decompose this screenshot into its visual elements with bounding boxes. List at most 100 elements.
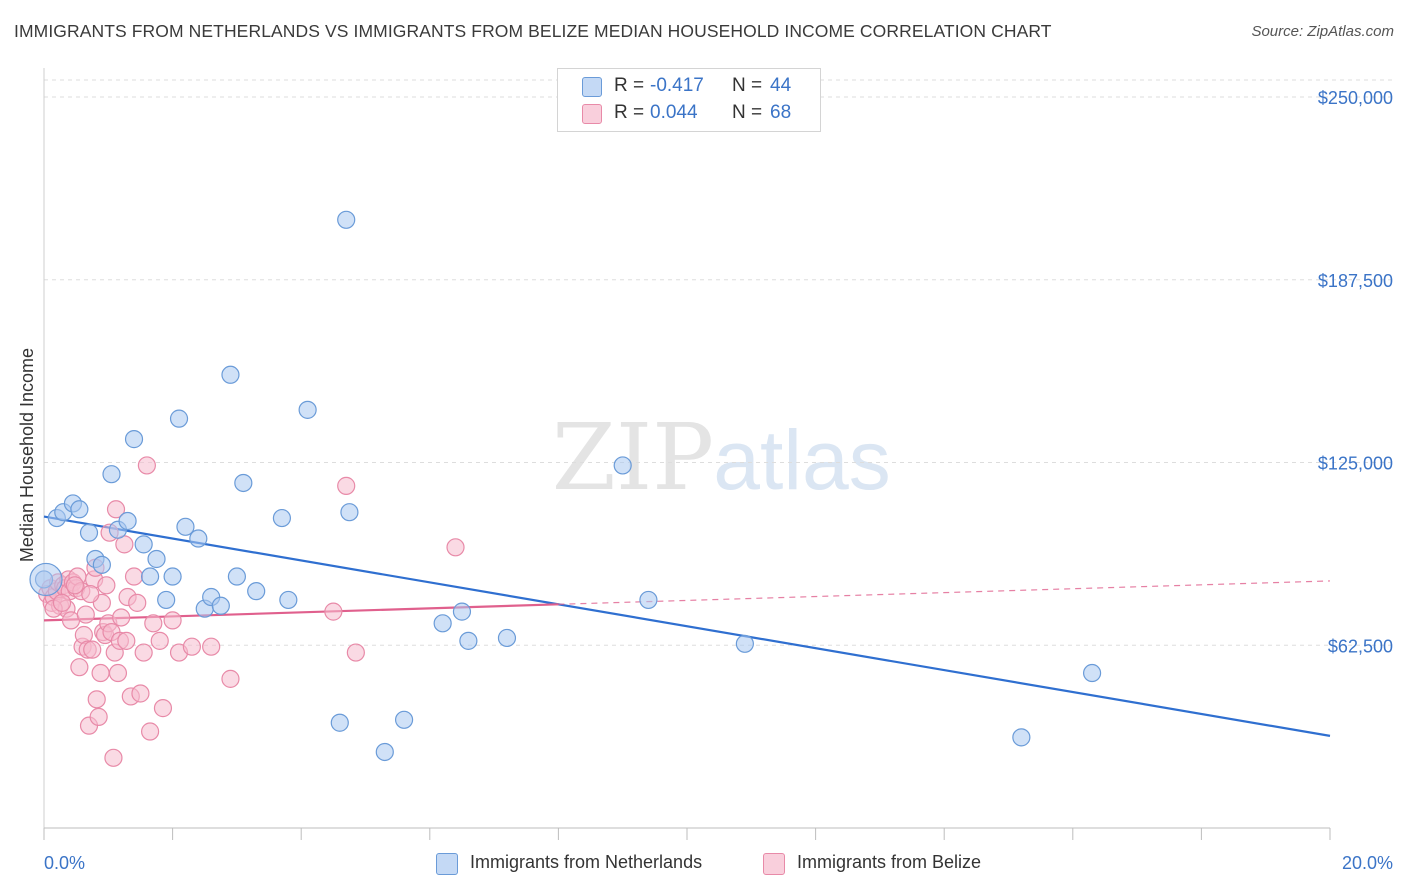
y-tick-label: $62,500	[1328, 636, 1393, 656]
x-tick-label-start: 0.0%	[44, 853, 85, 873]
netherlands-point	[189, 529, 208, 548]
netherlands-point	[147, 549, 166, 569]
belize-point	[202, 637, 221, 656]
watermark-zip: ZIP	[552, 404, 714, 511]
netherlands-point	[1012, 728, 1031, 747]
belize-point	[131, 684, 150, 703]
netherlands-point	[234, 473, 253, 493]
belize-point	[153, 699, 173, 718]
netherlands-point-large	[29, 562, 63, 597]
netherlands-point	[92, 555, 111, 574]
belize-point	[324, 602, 343, 621]
netherlands-point	[735, 634, 754, 653]
netherlands-point	[221, 365, 240, 384]
belize-point	[221, 669, 240, 688]
netherlands-legend-swatch	[436, 853, 458, 875]
belize-n-value: 68	[770, 102, 792, 123]
netherlands-point	[337, 210, 356, 229]
netherlands-point	[118, 511, 137, 531]
y-axis-title: Median Household Income	[17, 348, 37, 562]
belize-point	[163, 611, 182, 630]
netherlands-point	[639, 590, 658, 610]
belize-r-value: 0.044	[650, 102, 698, 123]
netherlands-point	[157, 590, 176, 610]
netherlands-n-value: 44	[770, 75, 792, 96]
netherlands-point	[433, 614, 452, 633]
correlation-legend: R = -0.417 N = 44 R = 0.044 N = 68	[557, 68, 821, 132]
n-label: N =	[732, 102, 763, 123]
y-tick-label: $187,500	[1318, 271, 1393, 291]
belize-point	[108, 663, 128, 683]
belize-point	[337, 476, 356, 495]
y-tick-label: $125,000	[1318, 454, 1393, 474]
belize-point	[52, 593, 72, 612]
netherlands-point	[279, 590, 298, 610]
netherlands-legend-label: Immigrants from Netherlands	[470, 852, 703, 872]
watermark-atlas: atlas	[713, 413, 890, 507]
belize-point	[104, 748, 123, 767]
belize-point	[124, 567, 144, 586]
belize-point	[446, 538, 465, 557]
r-label: R =	[614, 75, 645, 96]
belize-trend-line-dashed	[558, 580, 1331, 605]
netherlands-point	[330, 713, 349, 732]
netherlands-point	[340, 503, 359, 522]
netherlands-point	[613, 456, 632, 475]
axes	[43, 68, 1331, 840]
chart-title: IMMIGRANTS FROM NETHERLANDS VS IMMIGRANT…	[14, 21, 1052, 41]
netherlands-point	[459, 631, 478, 650]
belize-point	[81, 584, 100, 604]
belize-point	[76, 605, 95, 624]
netherlands-point	[211, 596, 230, 615]
belize-point	[91, 663, 110, 683]
belize-swatch	[582, 104, 602, 124]
belize-point	[128, 593, 147, 612]
belize-point	[137, 456, 156, 475]
belize-point	[134, 643, 153, 662]
netherlands-swatch	[582, 77, 602, 97]
n-label: N =	[732, 75, 763, 96]
belize-legend-swatch	[763, 853, 785, 875]
belize-point	[97, 576, 116, 595]
netherlands-point	[134, 535, 153, 554]
netherlands-point	[169, 409, 189, 428]
netherlands-point	[497, 628, 517, 648]
r-label: R =	[614, 102, 645, 123]
belize-point	[182, 637, 201, 656]
belize-point	[89, 707, 108, 726]
belize-point	[106, 500, 126, 519]
netherlands-point	[163, 567, 182, 586]
netherlands-point	[140, 567, 160, 586]
gridlines	[44, 79, 1394, 646]
belize-point	[144, 614, 163, 633]
belize-point	[112, 608, 131, 627]
netherlands-point	[375, 742, 394, 762]
netherlands-trend-line	[43, 515, 1331, 737]
netherlands-point	[176, 517, 195, 536]
netherlands-point	[79, 523, 99, 542]
y-tick-label: $250,000	[1318, 88, 1393, 108]
belize-point	[70, 658, 89, 677]
belize-point	[346, 643, 365, 662]
source-credit: Source: ZipAtlas.com	[1251, 23, 1394, 40]
netherlands-point	[394, 710, 414, 729]
netherlands-point	[272, 508, 292, 528]
belize-point	[83, 640, 102, 659]
x-tick-label-end: 20.0%	[1342, 853, 1393, 873]
trend-lines	[43, 515, 1331, 737]
netherlands-point	[102, 465, 121, 484]
tick-labels: $62,500 $125,000 $187,500 $250,000 0.0% 20.0%	[44, 88, 1393, 873]
y-axis-label: Median Household Income	[17, 348, 37, 562]
netherlands-point	[124, 430, 144, 449]
belize-point	[150, 631, 169, 650]
netherlands-r-value: -0.417	[650, 75, 704, 96]
netherlands-point	[298, 400, 317, 419]
netherlands-point	[1082, 663, 1102, 683]
netherlands-point	[452, 602, 472, 621]
netherlands-point	[227, 567, 246, 586]
belize-legend-label: Immigrants from Belize	[797, 852, 982, 872]
belize-point	[87, 690, 106, 709]
belize-point	[140, 722, 160, 741]
belize-point	[65, 576, 84, 595]
